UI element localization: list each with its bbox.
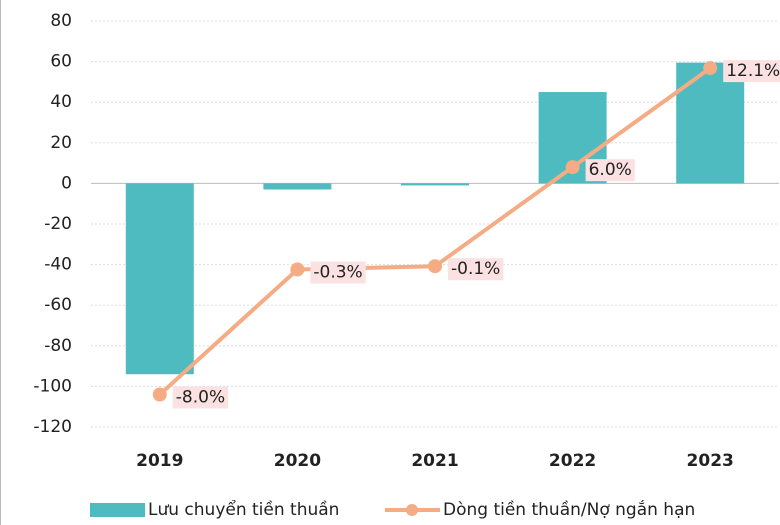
y-tick-label: 80 [50, 11, 72, 31]
line-point [565, 160, 580, 175]
y-tick-label: -20 [44, 214, 72, 234]
data-label-box [172, 386, 229, 409]
line-point [152, 387, 167, 402]
y-tick-label: 40 [50, 92, 72, 112]
y-tick-label: -60 [44, 295, 72, 315]
data-label: 6.0% [589, 160, 632, 180]
data-label: -8.0% [176, 388, 225, 408]
data-label: -0.3% [313, 262, 362, 282]
data-label-box [310, 261, 366, 284]
y-tick-label: 20 [50, 133, 72, 153]
y-tick-label: 60 [50, 52, 72, 72]
x-tick-label: 2023 [687, 451, 734, 471]
legend-label: Dòng tiền thuần/Nợ ngắn hạn [443, 499, 695, 520]
y-tick-label: -40 [44, 255, 72, 275]
legend-swatch [90, 503, 145, 517]
legend-label: Lưu chuyển tiền thuần [148, 499, 339, 520]
legend-swatch [406, 504, 418, 516]
data-label: 12.1% [726, 61, 780, 81]
data-label-box [723, 60, 780, 83]
y-tick-label: -120 [33, 417, 72, 437]
data-label-box [448, 258, 504, 281]
bar [401, 183, 469, 186]
data-label-box [585, 159, 635, 182]
line-point [428, 259, 442, 274]
bar [263, 183, 332, 190]
x-tick-label: 2022 [549, 451, 596, 471]
y-tick-label: -80 [44, 336, 72, 356]
line-point [290, 262, 305, 277]
y-tick-label: 0 [61, 173, 72, 193]
data-label: -0.1% [451, 259, 500, 279]
x-tick-label: 2021 [411, 451, 458, 471]
x-tick-label: 2019 [136, 451, 183, 471]
bar [125, 183, 194, 375]
y-tick-label: -100 [33, 376, 72, 396]
x-tick-label: 2020 [274, 451, 321, 471]
line-point [703, 61, 718, 76]
